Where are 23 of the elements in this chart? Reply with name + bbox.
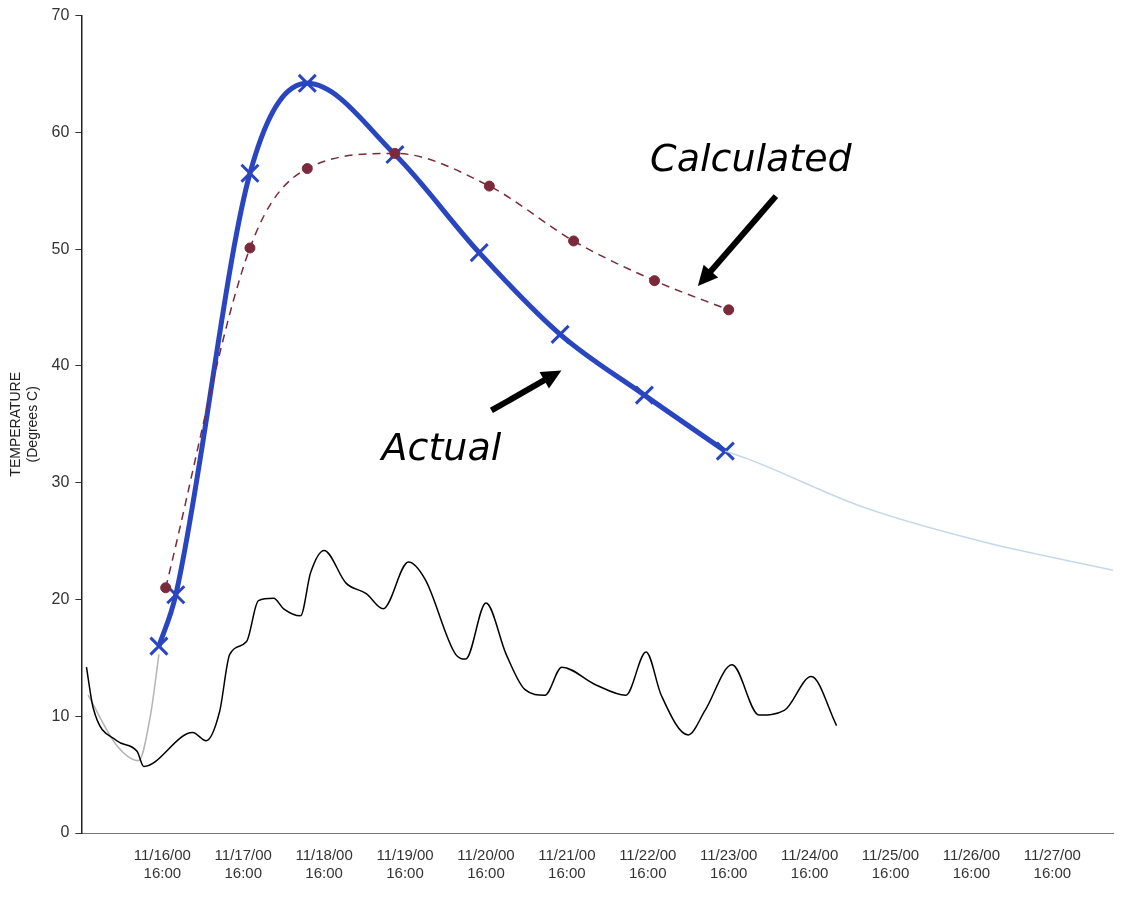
- x-tick-label: 11/20/00 16:00: [457, 846, 515, 882]
- x-tick-label: 11/24/00 16:00: [780, 846, 839, 882]
- y-tick-label: 70: [51, 6, 70, 24]
- x-tick-label: 11/16/00 16:00: [133, 846, 191, 882]
- y-axis-title: TEMPERATURE (Degrees C): [7, 371, 41, 477]
- y-tick-label: 60: [51, 122, 70, 140]
- x-tick-label: 11/27/00 16:00: [1023, 846, 1081, 882]
- y-tick-label: 50: [51, 239, 70, 257]
- y-tick-label: 30: [51, 473, 70, 491]
- x-tick-label: 11/25/00 16:00: [861, 846, 920, 882]
- y-tick-label: 40: [51, 356, 70, 374]
- x-tick-label: 11/17/00 16:00: [214, 846, 272, 882]
- y-tick-label: 10: [51, 706, 70, 724]
- x-tick-label: 11/21/00 16:00: [538, 846, 596, 882]
- y-tick-label: 0: [60, 823, 70, 841]
- annotation: Calculated: [650, 135, 853, 180]
- y-tick-label: 20: [51, 589, 70, 607]
- x-tick-label: 11/23/00 16:00: [700, 846, 758, 882]
- x-tick-label: 11/19/00 16:00: [376, 846, 434, 882]
- x-tick-label: 11/26/00 16:00: [942, 846, 1001, 882]
- x-tick-label: 11/22/00 16:00: [619, 846, 677, 882]
- x-tick-label: 11/18/00 16:00: [295, 846, 353, 882]
- annotation: Actual: [378, 425, 502, 470]
